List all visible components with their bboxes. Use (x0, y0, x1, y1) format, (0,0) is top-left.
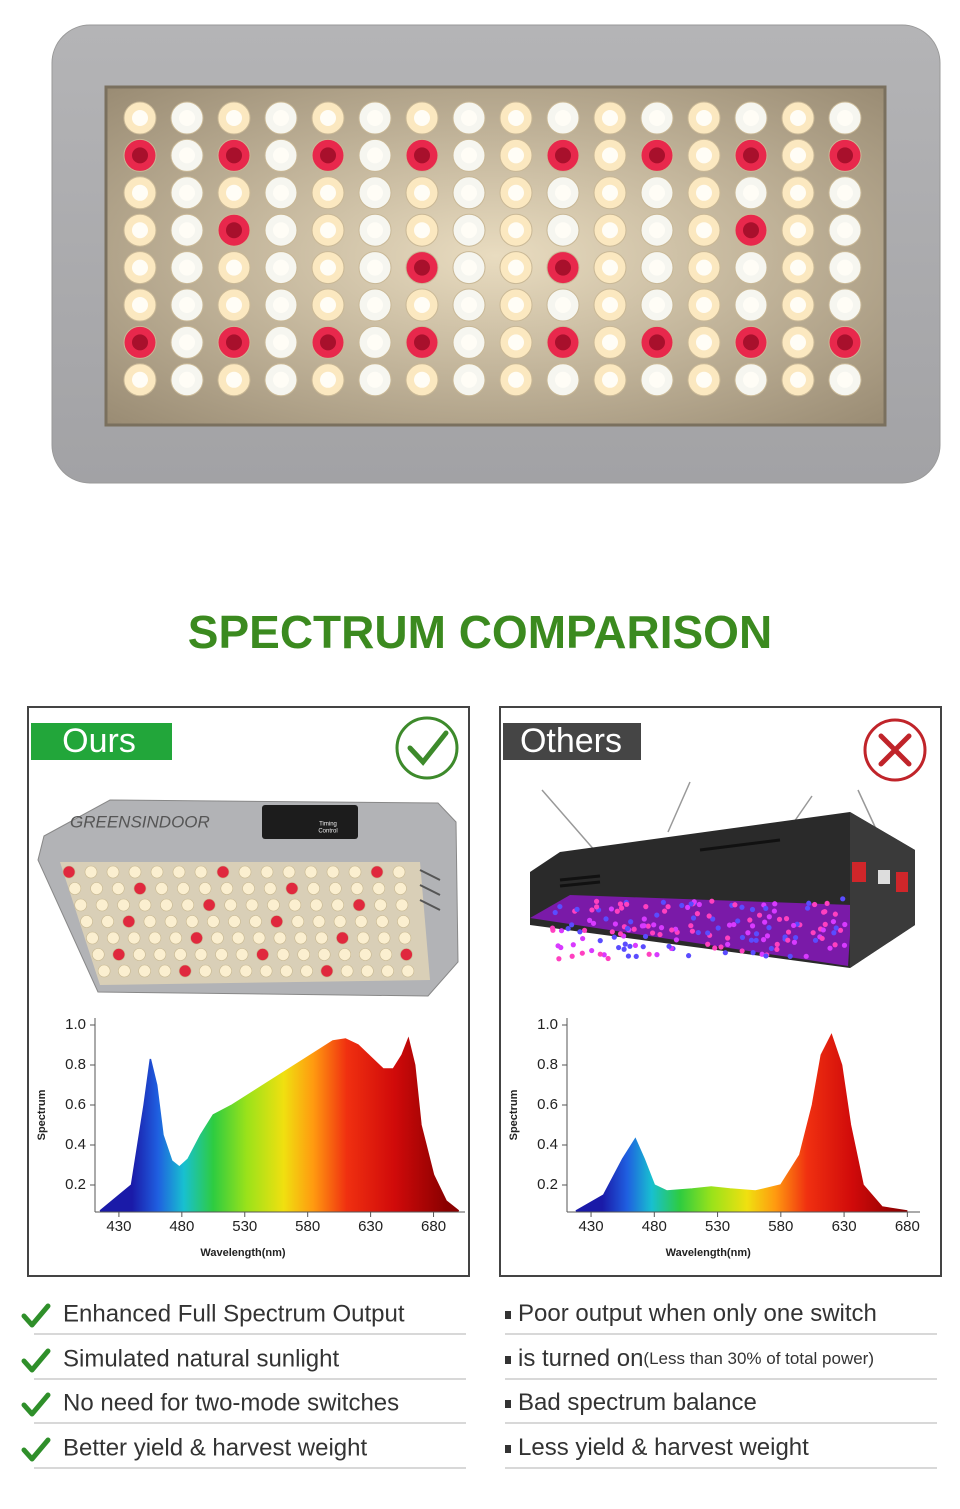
list-item: Poor output when only one switch (518, 1300, 877, 1327)
list-item: Better yield & harvest weight (63, 1434, 367, 1461)
brand: GREENSINDOOR (70, 812, 210, 831)
check-icon (395, 716, 459, 780)
y-tick-label: 0.2 (537, 1176, 558, 1193)
bullet (505, 1311, 511, 1319)
spectrum-line (575, 1033, 908, 1212)
y-tick-label: 0.8 (537, 1056, 558, 1073)
x-tick-label: 530 (705, 1218, 730, 1235)
list-text: Less yield & harvest weight (518, 1434, 809, 1461)
x-tick-label: 680 (421, 1218, 446, 1235)
check-mark (21, 1437, 51, 1462)
control-text: Control (318, 829, 337, 835)
label-bg (503, 723, 641, 760)
led-grid (123, 101, 862, 397)
y-tick-label: 0.4 (537, 1136, 558, 1153)
x-tick-label: 530 (232, 1218, 257, 1235)
spectrum-fill (100, 1039, 459, 1212)
x-tick-label: 580 (295, 1218, 320, 1235)
x-tick-label: 680 (895, 1218, 920, 1235)
list-text: Bad spectrum balance (518, 1389, 757, 1416)
y-axis-label: Spectrum (508, 1089, 520, 1140)
bullet (505, 1356, 511, 1364)
check-mark (21, 1348, 51, 1373)
check-mark (21, 1303, 51, 1328)
x-tick-label: 430 (579, 1218, 604, 1235)
y-tick-label: 0.8 (65, 1056, 86, 1073)
others-lamp (530, 781, 915, 968)
y-axis-label: Spectrum (36, 1089, 48, 1140)
list-item: Simulated natural sunlight (63, 1345, 339, 1372)
y-tick-label: 0.6 (537, 1096, 558, 1113)
check-mark (21, 1392, 51, 1417)
x-axis-label: Wavelength(nm) (666, 1247, 751, 1259)
panel-box (499, 706, 942, 1277)
label-bg (31, 723, 172, 760)
list-item: Enhanced Full Spectrum Output (63, 1300, 405, 1327)
x-tick-label: 480 (169, 1218, 194, 1235)
y-tick-label: 0.4 (65, 1136, 86, 1153)
list-item: No need for two-mode switches (63, 1389, 399, 1416)
list-text: is turned on (518, 1345, 643, 1372)
y-tick-label: 0.6 (65, 1096, 86, 1113)
list-item: is turned on(Less than 30% of total powe… (518, 1345, 874, 1372)
bullet (505, 1445, 511, 1453)
list-item: Bad spectrum balance (518, 1389, 757, 1416)
y-tick-label: 0.2 (65, 1176, 86, 1193)
y-tick-label: 1.0 (65, 1016, 86, 1033)
x-tick-label: 580 (768, 1218, 793, 1235)
control-text: Timing (319, 822, 337, 828)
bullet (505, 1400, 511, 1408)
x-tick-label: 630 (358, 1218, 383, 1235)
spectrum-line (99, 1036, 460, 1212)
x-axis-label: Wavelength(nm) (200, 1247, 285, 1259)
list-item: Less yield & harvest weight (518, 1434, 809, 1461)
main-title: SPECTRUM COMPARISON (188, 606, 772, 658)
ours-lamp: GREENSINDOOR Timing Control (37, 799, 459, 997)
list-note: (Less than 30% of total power) (643, 1349, 874, 1368)
y-tick-label: 1.0 (537, 1016, 558, 1033)
spectrum-fill (575, 1035, 908, 1212)
x-tick-label: 430 (106, 1218, 131, 1235)
x-tick-label: 630 (832, 1218, 857, 1235)
x-tick-label: 480 (642, 1218, 667, 1235)
panel-label: Ours (62, 722, 136, 760)
cross-icon (863, 718, 927, 782)
panel-label: Others (520, 722, 622, 760)
list-text: Poor output when only one switch (518, 1300, 877, 1327)
